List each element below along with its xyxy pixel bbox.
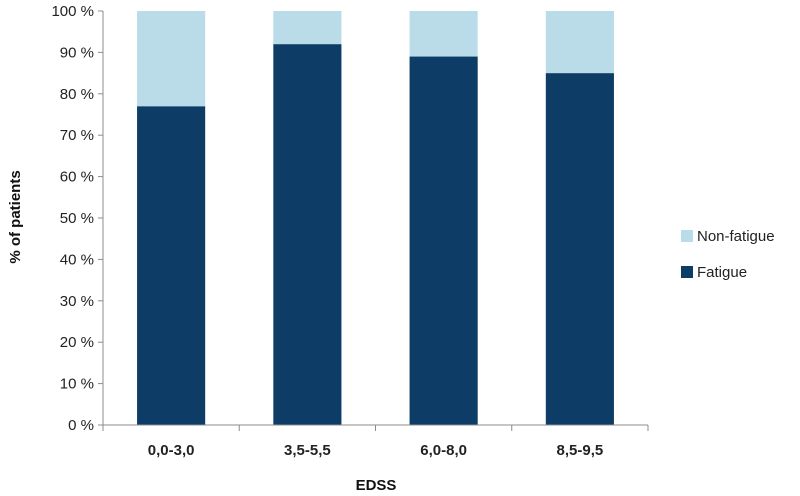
y-tick-label: 100 %	[51, 3, 94, 20]
x-axis: 0,0-3,0 3,5-5,5 6,0-8,0 8,5-9,5	[102, 424, 649, 459]
y-axis-title: % of patients	[7, 170, 24, 263]
bar-non-fatigue-3	[409, 11, 478, 57]
legend-label-fatigue: Fatigue	[697, 264, 747, 281]
y-tick-label: 30 %	[60, 293, 94, 310]
legend-swatch-fatigue	[681, 266, 693, 278]
bars	[137, 11, 614, 426]
bar-fatigue-4	[545, 73, 614, 425]
y-tick-label: 60 %	[60, 169, 94, 186]
bar-non-fatigue-4	[545, 11, 614, 74]
y-tick-label: 20 %	[60, 334, 94, 351]
x-category-label: 8,5-9,5	[557, 442, 604, 459]
bar-fatigue-1	[137, 106, 206, 425]
y-tick-label: 70 %	[60, 127, 94, 144]
bar-non-fatigue-2	[273, 11, 342, 45]
x-category-label: 0,0-3,0	[148, 442, 195, 459]
y-tick-label: 40 %	[60, 251, 94, 268]
y-tick-label: 80 %	[60, 86, 94, 103]
y-tick-label: 0 %	[68, 417, 94, 434]
x-category-label: 6,0-8,0	[420, 442, 467, 459]
y-axis: 0 % 10 % 20 % 30 % 40 % 50 % 60 % 70 % 80 % 90 % 1…	[51, 3, 104, 434]
x-axis-title: EDSS	[356, 477, 397, 494]
y-tick-label: 50 %	[60, 210, 94, 227]
legend-swatch-non-fatigue	[681, 230, 693, 242]
x-category-label: 3,5-5,5	[284, 442, 331, 459]
y-tick-label: 10 %	[60, 376, 94, 393]
y-tick-label: 90 %	[60, 44, 94, 61]
legend: Non-fatigue Fatigue	[681, 228, 775, 281]
legend-label-non-fatigue: Non-fatigue	[697, 228, 775, 245]
bar-fatigue-2	[273, 44, 342, 426]
bar-fatigue-3	[409, 56, 478, 425]
bar-non-fatigue-1	[137, 11, 206, 107]
